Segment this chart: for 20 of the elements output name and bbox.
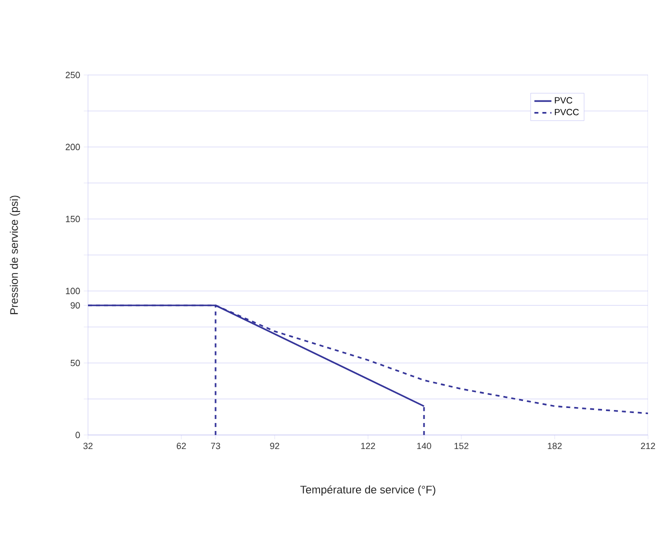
x-axis-title: Température de service (°F) [300,485,436,496]
x-tick-label: 140 [417,442,432,450]
x-tick-label: 152 [454,442,468,450]
y-tick-label: 100 [66,288,80,294]
x-tick-label: 62 [176,442,186,450]
x-tick-label: 212 [640,442,656,450]
y-axis-title: Pression de service (psi) [10,196,20,314]
legend-label: PVC [554,97,572,104]
y-tick-label: 90 [70,302,80,309]
x-tick-label: 73 [211,442,220,450]
legend-label: PVCC [554,108,579,116]
x-tick-label: 92 [270,442,280,450]
y-tick-label: 0 [76,432,80,438]
y-tick-label: 200 [66,144,80,150]
x-tick-label: 32 [83,442,93,450]
y-tick-label: 150 [66,216,80,222]
y-tick-label: 250 [66,72,80,78]
x-tick-label: 122 [361,442,376,450]
x-tick-label: 182 [548,442,562,450]
y-tick-label: 50 [70,360,80,366]
